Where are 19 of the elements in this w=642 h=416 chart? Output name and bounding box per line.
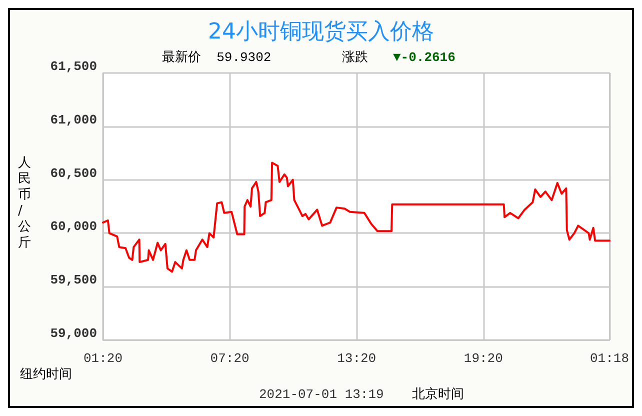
chart-title: 24小时铜现货买入价格 (208, 20, 434, 44)
text: 最新价 59.9302 (162, 50, 272, 65)
x-tick-label: 13:20 (337, 351, 376, 366)
y-tick-label: 61,500 (50, 59, 98, 74)
x-tick-label: 07:20 (210, 351, 250, 366)
text: 北京时间 (412, 387, 464, 402)
x-tick-label: 01:20 (83, 351, 123, 366)
text: 2021-07-01 13:19 (259, 387, 384, 402)
y-tick-label: 59,000 (50, 326, 98, 341)
x-tick-label: 01:18 (590, 351, 630, 366)
text: 涨跌 (342, 50, 368, 65)
x-tick-label: 19:20 (464, 351, 503, 366)
y-tick-label: 59,500 (50, 272, 98, 288)
y-tick-label: 60,000 (50, 219, 98, 234)
text: 纽约时间 (20, 367, 72, 382)
y-axis-title: 人民币/公斤 (18, 156, 31, 250)
text: ▼-0.2616 (393, 50, 456, 65)
y-tick-label: 61,000 (50, 112, 98, 128)
y-tick-label: 60,500 (50, 166, 98, 181)
